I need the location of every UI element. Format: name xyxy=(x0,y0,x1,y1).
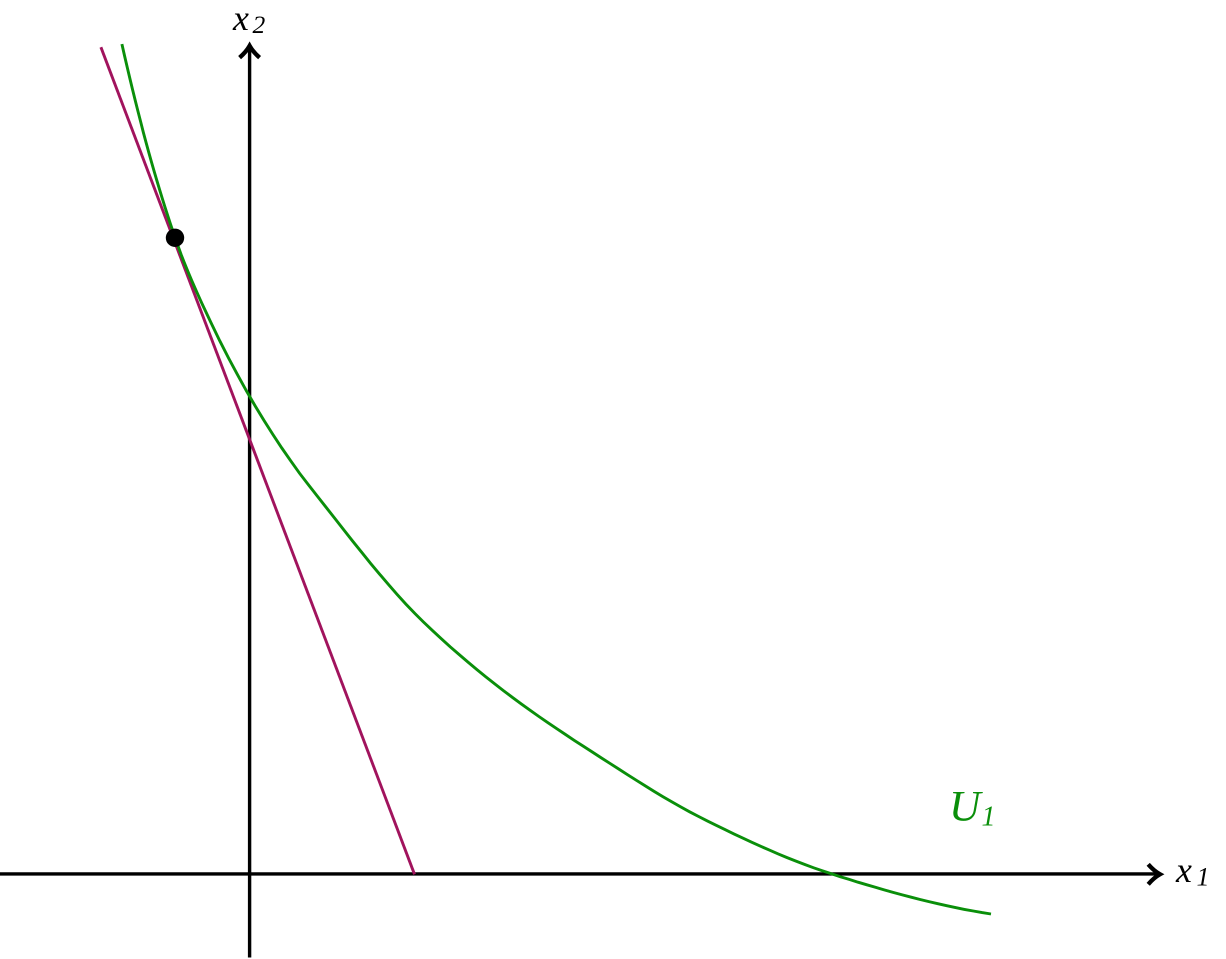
svg-text:U: U xyxy=(949,782,983,830)
svg-text:1: 1 xyxy=(1197,863,1210,892)
svg-text:2: 2 xyxy=(253,10,266,39)
svg-text:x: x xyxy=(1175,850,1192,890)
svg-text:1: 1 xyxy=(982,802,996,833)
svg-text:x: x xyxy=(232,0,249,38)
